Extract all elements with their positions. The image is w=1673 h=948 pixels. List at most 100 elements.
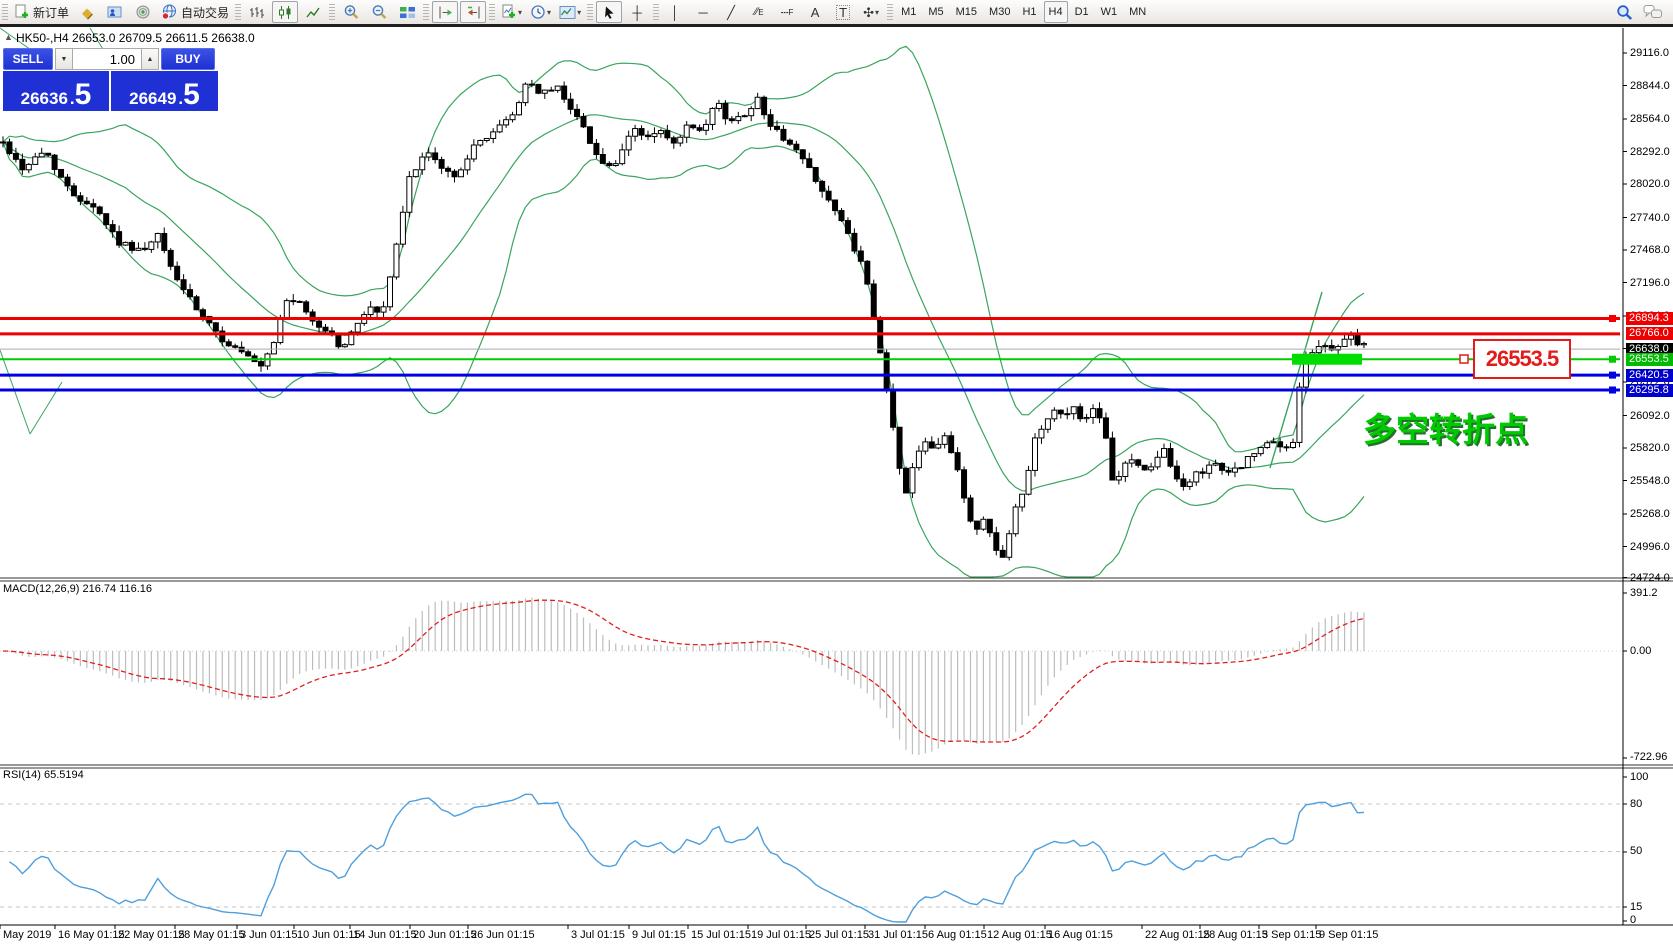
fibonacci-sub-label: F — [788, 7, 794, 17]
periods-button[interactable]: ▾ — [527, 1, 554, 23]
trendline-button[interactable]: ╱ — [718, 1, 744, 23]
auto-trading-icon — [161, 4, 177, 20]
bar-chart-icon — [250, 6, 265, 18]
channel-sub-label: E — [758, 7, 764, 17]
toolbar-drag-handle — [2, 4, 8, 20]
timeframe-H4[interactable]: H4 — [1043, 1, 1068, 23]
toolbar-drag-handle — [587, 4, 594, 20]
line-chart-button[interactable] — [300, 1, 326, 23]
auto-trading-button[interactable]: 自动交易 — [158, 1, 232, 23]
indicators-button[interactable]: ▾ — [498, 1, 525, 23]
chinese-annotation[interactable]: 多空转折点 — [1363, 411, 1528, 448]
text-tool-button[interactable]: A — [802, 1, 828, 23]
line-chart-icon — [306, 7, 320, 17]
timeframe-group: M1 M5 M15 M30 H1 H4 D1 W1 MN — [885, 0, 1152, 24]
dropdown-arrow-icon: ▾ — [518, 7, 523, 17]
text-label-button[interactable]: T — [830, 1, 856, 23]
zoom-out-button[interactable] — [366, 1, 392, 23]
template-icon — [559, 5, 576, 19]
sell-price-pip: 5 — [74, 78, 92, 111]
toolbar: 新订单 ◆ 自动交易 — [0, 0, 1673, 27]
timeframe-M5[interactable]: M5 — [928, 6, 944, 18]
toolbar-drag-handle — [887, 4, 894, 20]
dropdown-arrow-icon: ▾ — [547, 7, 552, 17]
text-tool-icon: A — [810, 4, 820, 20]
sell-price-display[interactable]: 26636 . 5 — [3, 71, 109, 111]
vertical-line-button[interactable]: │ — [662, 1, 688, 23]
volume-input[interactable] — [73, 48, 141, 70]
search-button[interactable] — [1612, 1, 1638, 23]
chart-window[interactable]: 29116.0 28844.0 28564.0 28292.0 28020.0 27740… — [0, 27, 1673, 948]
indicators-icon — [502, 4, 516, 18]
toolbar-drag-handle — [329, 4, 336, 20]
chat-button[interactable] — [1640, 1, 1666, 23]
dropdown-arrow-icon: ▾ — [875, 7, 880, 17]
channel-button[interactable]: ∕∕ E — [746, 1, 772, 23]
chart-canvas[interactable] — [0, 27, 1673, 948]
templates-button[interactable]: ▾ — [556, 1, 584, 23]
auto-scroll-icon — [467, 6, 480, 18]
price-callout[interactable]: 26553.5 — [1473, 339, 1571, 379]
sell-price-dot: . — [69, 89, 75, 108]
toolbar-drag-handle — [653, 4, 660, 20]
dropdown-arrow-icon: ▾ — [577, 7, 582, 17]
text-label-icon: T — [836, 4, 851, 20]
tile-windows-button[interactable] — [394, 1, 420, 23]
arrows-tool-icon: ✣ — [863, 4, 875, 20]
chart-shift-icon — [439, 6, 452, 18]
toolbar-drag-handle — [235, 4, 242, 20]
volume-up-button[interactable]: ▲ — [141, 48, 159, 70]
bar-chart-button[interactable] — [244, 1, 270, 23]
panel-collapse-icon[interactable]: ▲ — [4, 32, 13, 42]
buy-button[interactable]: BUY — [161, 48, 215, 70]
horizontal-line-icon: ─ — [698, 4, 708, 20]
macd-indicator-label: MACD(12,26,9) 216.74 116.16 — [3, 583, 152, 595]
volume-down-button[interactable]: ▼ — [55, 48, 73, 70]
buy-price-main: 26649 — [129, 89, 177, 108]
auto-trading-label: 自动交易 — [181, 5, 230, 20]
vertical-line-icon: │ — [671, 4, 680, 20]
timeframe-M15[interactable]: M15 — [955, 6, 978, 18]
one-click-trade-panel: SELL ▼ ▲ BUY 26636 . 5 26649 . 5 — [3, 48, 219, 111]
chart-title: HK50-,H4 26653.0 26709.5 26611.5 26638.0 — [16, 31, 255, 45]
navigator-button[interactable] — [130, 1, 156, 23]
clock-icon — [531, 5, 545, 19]
channel-icon: ∕∕ — [754, 5, 759, 18]
timeframe-M1[interactable]: M1 — [901, 6, 917, 18]
chart-shift-button[interactable] — [432, 1, 459, 23]
toolbar-drag-handle — [423, 4, 430, 20]
sell-button[interactable]: SELL — [3, 48, 53, 70]
volume-stepper: ▼ ▲ — [55, 48, 159, 70]
new-order-button[interactable]: 新订单 — [11, 1, 72, 23]
cursor-icon — [605, 6, 614, 19]
timeframe-H1[interactable]: H1 — [1022, 6, 1037, 18]
auto-scroll-button[interactable] — [460, 1, 487, 23]
timeframe-M30[interactable]: M30 — [989, 6, 1011, 18]
data-window-button[interactable] — [102, 1, 128, 23]
fibonacci-button[interactable]: ┄ F — [774, 1, 800, 23]
cursor-button[interactable] — [596, 1, 623, 23]
horizontal-line-button[interactable]: ─ — [690, 1, 716, 23]
diamond-icon: ◆ — [82, 4, 93, 20]
market-watch-button[interactable]: ◆ — [74, 1, 100, 23]
trendline-icon: ╱ — [727, 4, 735, 20]
crosshair-icon: ┼ — [632, 4, 642, 20]
arrows-tool-button[interactable]: ✣ ▾ — [858, 1, 884, 23]
search-icon — [1617, 4, 1633, 20]
chat-icon — [1643, 5, 1662, 18]
timeframe-MN[interactable]: MN — [1129, 6, 1147, 18]
candlestick-chart-button[interactable] — [272, 1, 299, 23]
buy-price-display[interactable]: 26649 . 5 — [111, 71, 218, 111]
navigator-icon — [136, 5, 150, 19]
tile-windows-icon — [399, 6, 415, 18]
zoom-out-icon — [372, 5, 386, 19]
fibonacci-icon: ┄ — [780, 4, 789, 20]
buy-price-pip: 5 — [183, 78, 200, 111]
timeframe-D1[interactable]: D1 — [1074, 6, 1089, 18]
timeframe-W1[interactable]: W1 — [1100, 6, 1118, 18]
buy-price-dot: . — [178, 89, 184, 108]
zoom-in-button[interactable] — [338, 1, 364, 23]
crosshair-button[interactable]: ┼ — [624, 1, 650, 23]
data-window-icon — [107, 6, 122, 18]
new-order-icon — [15, 4, 28, 18]
